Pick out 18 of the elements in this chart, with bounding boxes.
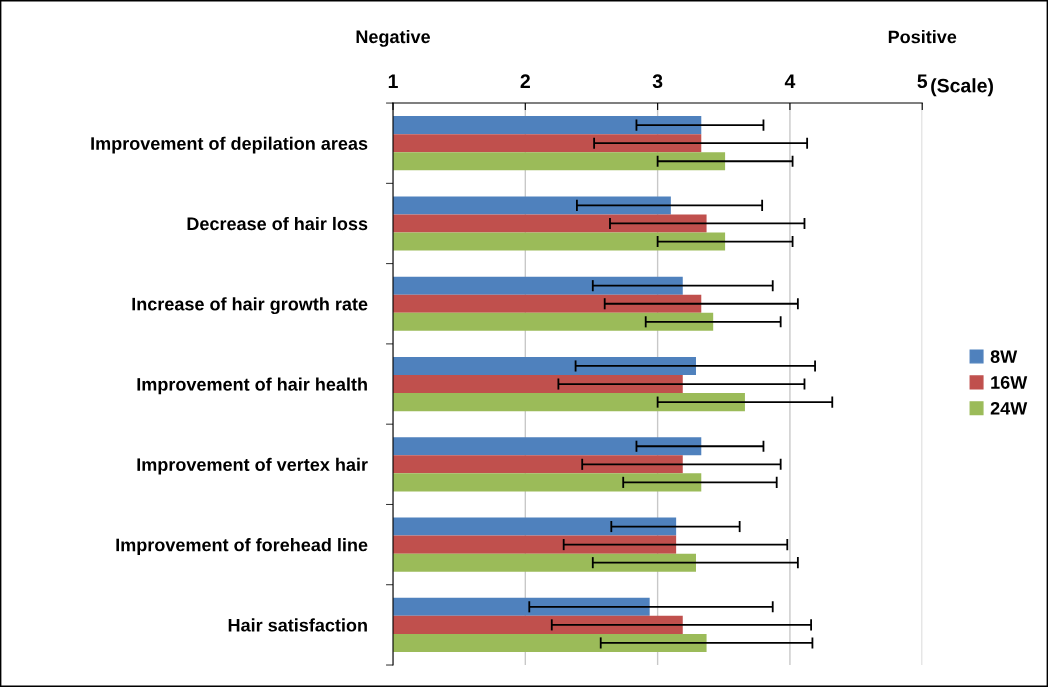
legend-label: 8W [990, 350, 1018, 364]
y-tick-label: Hair satisfaction [228, 618, 367, 632]
text: Positive [888, 30, 957, 44]
y-tick-label: Improvement of forehead line [116, 538, 368, 555]
y-tick-label: Decrease of hair loss [187, 216, 368, 231]
x-tick-label: 1 [388, 74, 398, 88]
y-tick-label: Improvement of vertex hair [137, 457, 368, 475]
x-axis-title: (Scale) [931, 78, 993, 97]
legend-label: 24W [990, 401, 1028, 415]
x-tick-label: 4 [784, 74, 796, 88]
x-tick-label: 5 [917, 74, 928, 89]
y-tick-label: Increase of hair growth rate [132, 297, 368, 315]
text: Negative [356, 29, 431, 47]
legend-label: 16W [991, 376, 1028, 389]
x-tick-label: 3 [652, 74, 663, 89]
x-tick-label: 2 [520, 74, 530, 88]
y-tick-label: Improvement of hair health [137, 377, 367, 395]
y-tick-label: Improvement of depilation areas [91, 136, 368, 154]
